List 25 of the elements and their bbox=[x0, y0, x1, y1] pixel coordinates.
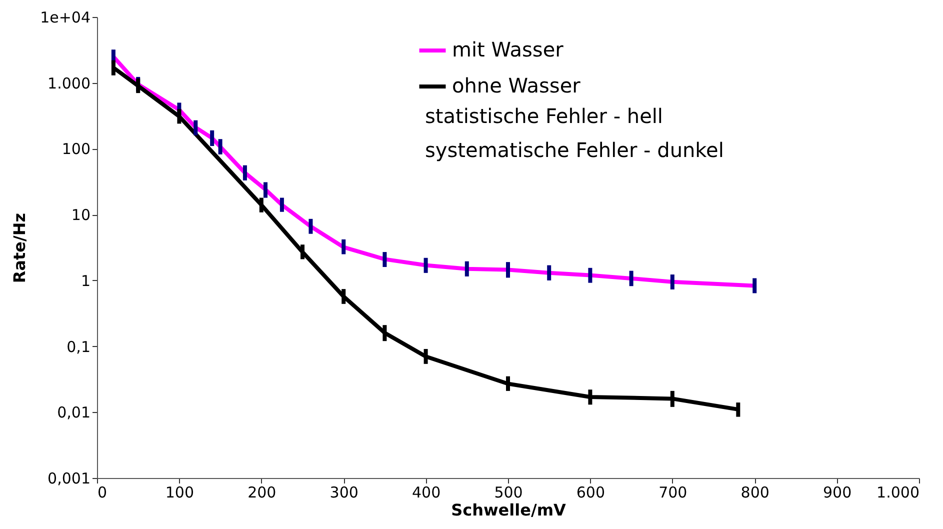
x-tick-label: 100 bbox=[165, 484, 194, 502]
x-tick-label: 400 bbox=[412, 484, 441, 502]
y-tick-label: 0,001 bbox=[48, 470, 90, 488]
x-tick-label: 0 bbox=[98, 484, 108, 502]
y-tick-label: 1e+04 bbox=[40, 8, 90, 26]
x-tick-label: 300 bbox=[330, 484, 358, 502]
x-tick-label: 600 bbox=[576, 484, 606, 502]
y-tick-label: 0,1 bbox=[66, 338, 90, 356]
x-tick-label: 900 bbox=[822, 484, 852, 502]
legend-label: mit Wasser bbox=[452, 38, 564, 62]
annotation: systematische Fehler - dunkel bbox=[425, 138, 724, 162]
annotation: statistische Fehler - hell bbox=[425, 104, 663, 128]
y-tick-label: 1 bbox=[80, 272, 90, 290]
y-tick-label: 1.000 bbox=[48, 74, 90, 92]
y-tick-label: 0,01 bbox=[57, 404, 90, 422]
x-tick-label: 700 bbox=[658, 484, 688, 502]
legend-label: ohne Wasser bbox=[452, 74, 582, 98]
x-tick-label: 800 bbox=[740, 484, 770, 502]
x-axis-title: Schwelle/mV bbox=[451, 500, 566, 520]
y-tick-label: 100 bbox=[62, 140, 90, 158]
x-tick-label: 1.000 bbox=[876, 484, 920, 502]
x-tick-label: 200 bbox=[248, 484, 276, 502]
x-tick-label: 500 bbox=[494, 484, 523, 502]
y-tick-label: 10 bbox=[71, 206, 90, 224]
y-axis-title: Rate/Hz bbox=[10, 212, 30, 284]
